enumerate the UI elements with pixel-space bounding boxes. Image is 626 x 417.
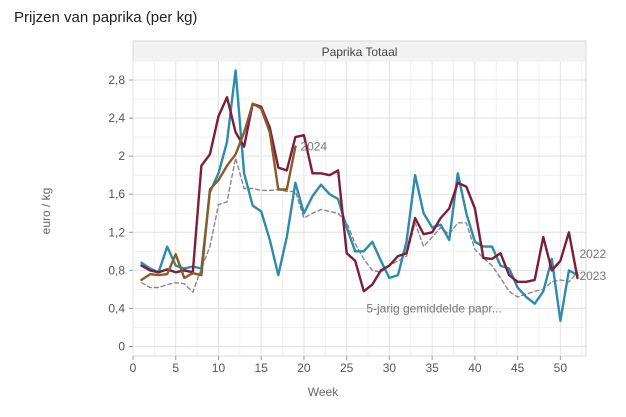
y-tick-label: 0 — [118, 339, 125, 353]
series-annotation: 2022 — [579, 247, 606, 261]
x-tick-label: 40 — [468, 361, 482, 375]
x-axis-title: Week — [308, 385, 339, 399]
x-tick-label: 50 — [554, 361, 568, 375]
annotations: 2024 2022 2023 5-jarig gemiddelde papr... — [300, 140, 606, 316]
x-tick-label: 45 — [511, 361, 525, 375]
tick-labels: 0 5 10 15 20 25 30 35 40 45 50 0 0,4 0,8 1,2 1,6 2 2,4 2,8 — [108, 73, 567, 375]
series-annotation: 5-jarig gemiddelde papr... — [366, 301, 501, 315]
y-axis-title: euro / kg — [39, 188, 53, 235]
x-tick-label: 0 — [130, 361, 137, 375]
x-tick-label: 15 — [255, 361, 269, 375]
y-tick-label: 2,8 — [108, 73, 125, 87]
panel-title: Paprika Totaal — [322, 45, 398, 59]
y-tick-label: 0,8 — [108, 263, 125, 277]
x-tick-label: 20 — [297, 361, 311, 375]
y-tick-label: 0,4 — [108, 301, 125, 315]
series-group — [140, 69, 579, 322]
x-tick-label: 35 — [425, 361, 439, 375]
x-tick-label: 10 — [212, 361, 226, 375]
series-annotation: 2023 — [579, 269, 606, 283]
y-tick-label: 1,6 — [108, 187, 125, 201]
page-title: Prijzen van paprika (per kg) — [14, 9, 198, 26]
y-tick-label: 2,4 — [108, 111, 125, 125]
y-tick-label: 2 — [118, 149, 125, 163]
x-tick-label: 5 — [172, 361, 179, 375]
x-tick-label: 25 — [340, 361, 354, 375]
y-tick-label: 1,2 — [108, 225, 125, 239]
series-line-2022 — [140, 95, 579, 293]
series-line-2024 — [140, 102, 297, 282]
x-tick-label: 30 — [383, 361, 397, 375]
series-annotation: 2024 — [300, 140, 327, 154]
